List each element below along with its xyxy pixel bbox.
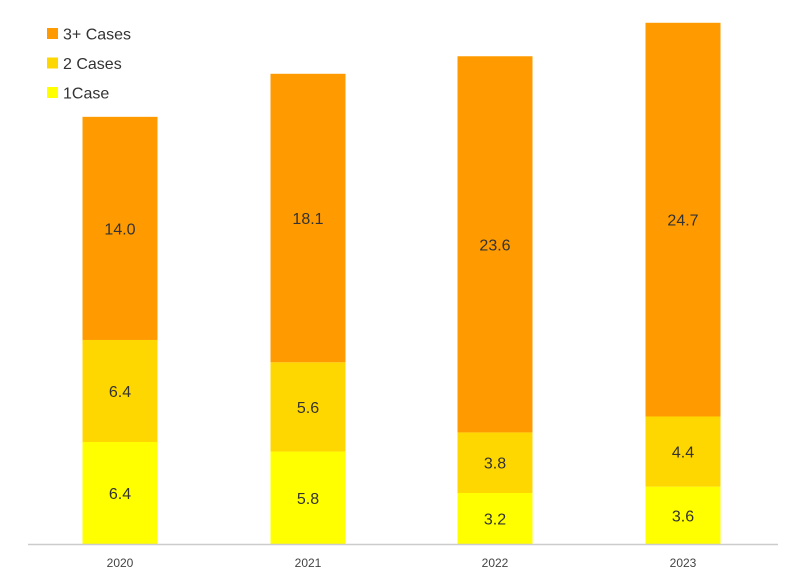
data-label: 23.6 <box>479 237 510 254</box>
x-tick-label: 2022 <box>482 556 509 570</box>
x-tick-label-group: 2020 2021 2022 2023 <box>107 556 697 570</box>
x-tick-label: 2023 <box>670 556 697 570</box>
x-tick-label: 2020 <box>107 556 134 570</box>
data-label: 14.0 <box>104 221 135 238</box>
legend-label: 1Case <box>63 86 109 103</box>
bar-group <box>82 22 721 544</box>
bar-segment <box>82 441 158 544</box>
data-label: 6.4 <box>109 486 131 503</box>
legend-label: 2 Cases <box>63 56 122 73</box>
legend-label: 3+ Cases <box>63 27 131 44</box>
data-label: 24.7 <box>667 213 698 230</box>
data-label: 3.8 <box>484 456 506 473</box>
data-label: 6.4 <box>109 384 131 401</box>
bar-segment <box>270 73 346 363</box>
legend-swatch <box>47 28 58 39</box>
bar-segment <box>645 486 721 544</box>
chart-legend: 3+ Cases 2 Cases 1Case <box>47 27 131 103</box>
x-tick-label: 2021 <box>295 556 322 570</box>
data-label: 3.2 <box>484 511 506 528</box>
bar-segment <box>82 339 158 442</box>
bar-segment <box>270 451 346 544</box>
bar-segment <box>645 416 721 487</box>
legend-swatch <box>47 57 58 69</box>
data-label: 3.6 <box>672 508 694 525</box>
legend-swatch <box>47 87 58 98</box>
bar-segment <box>645 22 721 417</box>
bar-segment <box>457 492 533 544</box>
data-label: 5.8 <box>297 491 319 508</box>
bar-segment <box>457 56 533 433</box>
bar-segment <box>270 362 346 452</box>
bar-segment <box>457 432 533 493</box>
data-label: 18.1 <box>292 211 323 228</box>
data-label-group: 6.4 6.4 14.0 5.8 5.6 18.1 3.2 3.8 23.6 3.6 4.4 24.7 <box>104 211 698 528</box>
data-label: 5.6 <box>297 400 319 417</box>
bar-segment <box>82 116 158 340</box>
data-label: 4.4 <box>672 445 694 462</box>
